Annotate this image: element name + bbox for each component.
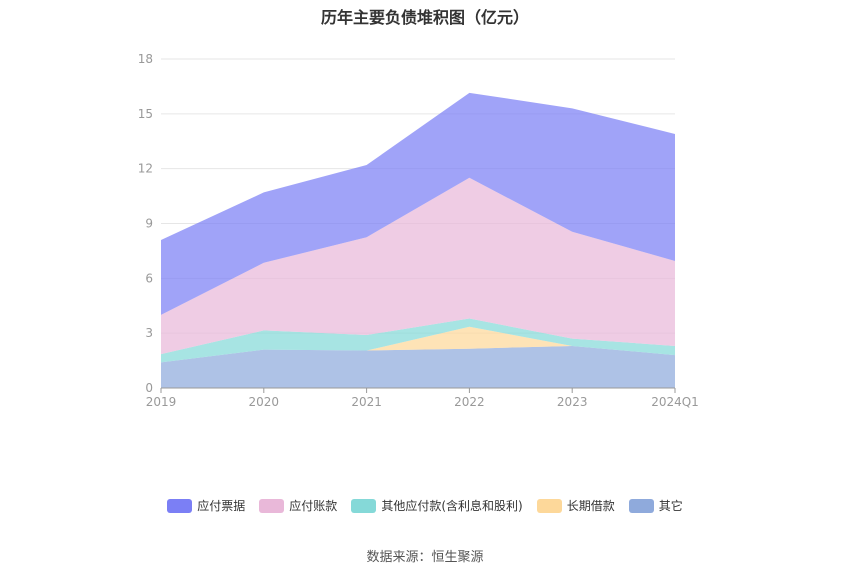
legend-item[interactable]: 应付账款	[259, 497, 337, 514]
legend-swatch	[536, 498, 562, 513]
area-series-1[interactable]	[161, 326, 675, 363]
legend-swatch	[167, 498, 193, 513]
legend-swatch	[628, 498, 654, 513]
x-tick-label: 2022	[454, 395, 485, 409]
chart-title: 历年主要负债堆积图（亿元）	[320, 8, 529, 27]
y-tick-label: 3	[145, 326, 153, 340]
y-tick-label: 9	[145, 217, 153, 231]
x-tick-label: 2024Q1	[651, 395, 699, 409]
y-tick-label: 18	[138, 52, 153, 66]
data-source: 数据来源：恒生聚源	[366, 550, 484, 565]
legend-label: 其它	[658, 499, 683, 513]
axis-layer: 0 3 6 9 12 15 18 2019 2020 2021 2022 2023 2024Q1	[138, 52, 699, 409]
legend-item[interactable]: 其他应付款(含利息和股利)	[351, 497, 523, 514]
x-tick-label: 2020	[249, 395, 280, 409]
area-series-0[interactable]	[161, 345, 675, 388]
legend-label: 长期借款	[566, 499, 615, 513]
area-series-3[interactable]	[161, 177, 675, 355]
legend: 应付票据 应付账款 其他应付款(含利息和股利) 长期借款 其它	[0, 497, 850, 514]
y-tick-label: 6	[145, 271, 153, 285]
legend-swatch	[351, 498, 377, 513]
y-tick-label: 15	[138, 107, 153, 121]
x-tick-label: 2023	[557, 395, 588, 409]
area-layer	[161, 92, 675, 388]
legend-item[interactable]: 其它	[628, 497, 683, 514]
area-series-2[interactable]	[161, 318, 675, 363]
legend-swatch	[259, 498, 285, 513]
x-tick-label: 2019	[146, 395, 177, 409]
legend-label: 应付票据	[197, 499, 246, 513]
y-tick-label: 0	[145, 381, 153, 395]
legend-item[interactable]: 长期借款	[536, 497, 615, 514]
x-tick-label: 2021	[351, 395, 382, 409]
legend-label: 应付账款	[289, 499, 338, 513]
legend-item[interactable]: 应付票据	[167, 497, 245, 514]
y-tick-label: 12	[138, 162, 153, 176]
legend-label: 其他应付款(含利息和股利)	[381, 499, 523, 513]
area-series-4[interactable]	[161, 92, 675, 315]
